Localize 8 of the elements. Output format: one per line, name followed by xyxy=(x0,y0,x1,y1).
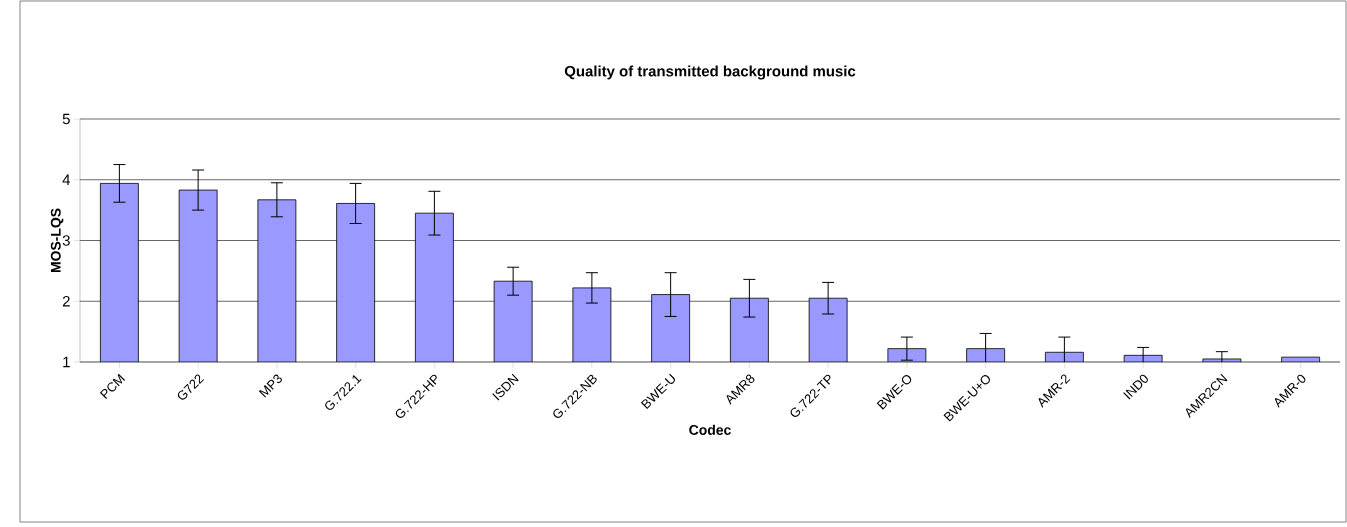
chart-title: Quality of transmitted background music xyxy=(564,65,856,80)
y-tick-label: 1 xyxy=(63,356,70,368)
y-tick-label: 3 xyxy=(62,235,70,246)
y-tick-label: 2 xyxy=(62,296,70,307)
y-tick-label: 4 xyxy=(62,174,71,185)
y-axis-title: MOS-LQS xyxy=(50,208,64,273)
x-axis-title: Codec xyxy=(689,424,731,435)
y-tick-label: 5 xyxy=(62,113,70,125)
